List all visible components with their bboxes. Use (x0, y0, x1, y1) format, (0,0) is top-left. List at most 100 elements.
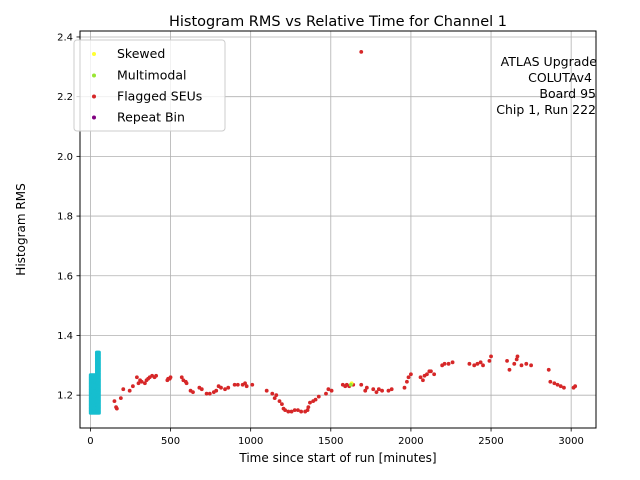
data-point-flagged-seus (546, 367, 551, 372)
x-tick-label: 500 (161, 436, 180, 447)
data-point-flagged-seus (472, 363, 477, 368)
data-point-flagged-seus (232, 382, 237, 387)
data-point-cluster (97, 350, 101, 354)
data-point-flagged-seus (118, 396, 123, 401)
y-tick-label: 2.2 (57, 92, 73, 103)
legend: Skewed Multimodal Flagged SEUs Repeat Bi… (73, 39, 226, 132)
data-point-flagged-seus (168, 375, 173, 380)
data-point-flagged-seus (274, 393, 279, 398)
data-point-flagged-seus (467, 361, 472, 366)
data-point-flagged-seus (442, 361, 447, 366)
data-point-flagged-seus (376, 387, 381, 392)
info-annotation: ATLAS Upgrade COLUTAv4 Board 95 Chip 1, … (496, 54, 597, 117)
data-point-flagged-seus (446, 361, 451, 366)
annotation-line-1: ATLAS Upgrade (501, 54, 598, 69)
data-point-flagged-seus (363, 388, 368, 393)
data-point-flagged-seus (305, 408, 310, 412)
data-point-flagged-seus (139, 379, 144, 384)
data-point-flagged-seus (475, 361, 480, 366)
data-point-flagged-seus (555, 382, 560, 387)
data-point-flagged-seus (308, 400, 312, 405)
legend-marker-multimodal (92, 73, 96, 78)
data-point-flagged-seus (524, 361, 529, 366)
data-point-flagged-seus (409, 372, 413, 377)
data-point-flagged-seus (299, 409, 304, 414)
grid-lines (80, 31, 596, 428)
y-tick-label: 1.6 (57, 271, 73, 282)
data-point-flagged-seus (130, 384, 135, 389)
data-point-flagged-seus (558, 384, 563, 389)
data-point-flagged-seus (514, 357, 519, 362)
data-point-flagged-seus (243, 381, 247, 386)
data-point-flagged-seus (429, 369, 433, 374)
annotation-line-3: Board 95 (539, 86, 596, 101)
data-point-flagged-seus (359, 49, 364, 54)
y-tick-label: 1.4 (57, 331, 73, 342)
data-point-flagged-seus (264, 388, 269, 393)
legend-marker-flagged-seus (92, 94, 96, 99)
data-point-flagged-seus (250, 382, 255, 387)
legend-label-skewed: Skewed (117, 46, 165, 61)
data-point-flagged-seus (214, 388, 219, 393)
data-point-flagged-seus (313, 397, 318, 402)
data-point-flagged-seus (179, 375, 184, 380)
data-point-flagged-seus (425, 372, 429, 377)
data-point-flagged-seus (405, 379, 409, 384)
data-point-flagged-seus (418, 375, 423, 380)
data-point-flagged-seus (374, 390, 379, 395)
data-point-flagged-seus (519, 363, 524, 368)
data-point-flagged-seus (371, 387, 376, 392)
chart-title: Histogram RMS vs Relative Time for Chann… (169, 14, 507, 30)
annotation-line-4: Chip 1, Run 222 (496, 102, 596, 117)
data-point-flagged-seus (478, 360, 483, 365)
y-tick-label: 1.8 (57, 212, 73, 223)
data-point-flagged-seus (406, 375, 411, 380)
data-point-flagged-seus (136, 381, 141, 386)
annotation-line-2: COLUTAv4 (528, 70, 592, 85)
data-point-flagged-seus (489, 354, 493, 359)
data-point-flagged-seus (324, 391, 328, 396)
data-point-flagged-seus (280, 402, 284, 407)
data-point-flagged-seus (359, 382, 364, 387)
y-tick-label: 2.4 (57, 32, 73, 43)
x-tick-label: 2000 (398, 436, 423, 447)
data-point-flagged-seus (184, 381, 189, 386)
data-point-flagged-seus (326, 387, 331, 392)
data-point-flagged-seus (402, 385, 407, 390)
y-tick-label: 1.2 (57, 391, 73, 402)
data-point-flagged-seus (219, 385, 223, 390)
data-point-flagged-seus (154, 373, 159, 378)
data-point-flagged-seus (505, 358, 509, 363)
data-point-flagged-seus (432, 372, 437, 377)
data-point-flagged-seus (244, 384, 249, 389)
data-point-flagged-seus (380, 388, 384, 393)
data-point-flagged-seus (272, 396, 277, 401)
data-point-flagged-seus (316, 394, 321, 399)
legend-item-multimodal: Multimodal (92, 68, 186, 83)
data-point-flagged-seus (114, 406, 119, 411)
data-point-flagged-seus (226, 385, 231, 390)
data-point-flagged-seus (134, 375, 139, 380)
data-point-flagged-seus (191, 390, 195, 395)
data-point-flagged-seus (529, 363, 533, 368)
data-point-flagged-seus (121, 387, 126, 392)
data-point-flagged-seus (112, 399, 117, 404)
data-point-flagged-seus (199, 387, 204, 392)
data-point-flagged-seus (204, 391, 209, 396)
data-point-flagged-seus (292, 408, 297, 412)
legend-item-flagged-seus: Flagged SEUs (92, 89, 202, 104)
data-points (88, 49, 578, 415)
data-point-flagged-seus (512, 361, 517, 366)
data-point-flagged-seus (306, 405, 311, 410)
x-tick-label: 3000 (558, 436, 583, 447)
legend-marker-skewed (92, 52, 96, 56)
x-axis-label: Time since start of run [minutes] (238, 451, 436, 465)
data-point-flagged-seus (364, 385, 369, 390)
x-tick-label: 1000 (238, 436, 263, 447)
data-point-flagged-seus (296, 408, 300, 412)
y-tick-label: 2.0 (57, 152, 73, 163)
legend-marker-repeat-bin (92, 115, 96, 120)
data-point-flagged-seus (515, 354, 520, 359)
data-point-flagged-seus (143, 381, 147, 386)
